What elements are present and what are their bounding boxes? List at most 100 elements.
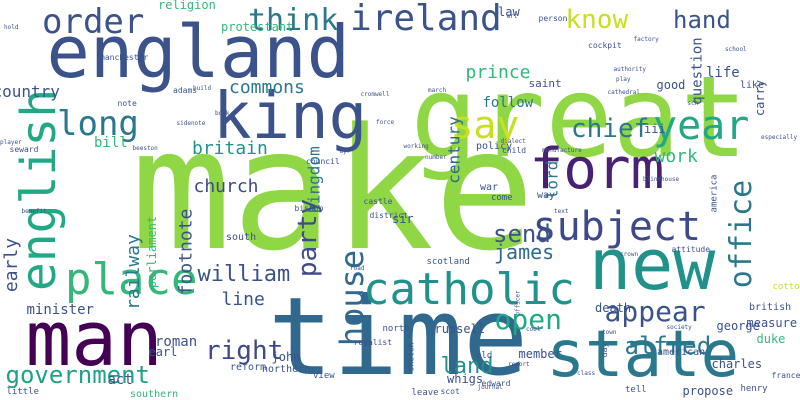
word-child: child xyxy=(502,146,527,155)
word-ayr: ayr xyxy=(339,148,351,155)
word-new: new xyxy=(589,224,716,306)
word-roman: roman xyxy=(155,334,198,350)
word-think: think xyxy=(248,3,339,38)
word-scot: scot xyxy=(440,387,460,396)
word-seward: seward xyxy=(9,145,39,154)
word-like: like xyxy=(740,80,765,91)
word-britain: britain xyxy=(192,138,268,159)
word-crown: crown xyxy=(620,251,639,258)
word-minister: minister xyxy=(26,302,94,318)
word-right: right xyxy=(205,336,284,366)
word-william: william xyxy=(197,262,291,287)
word-little: little xyxy=(6,386,40,397)
word-council: council xyxy=(306,157,340,166)
word-good: good xyxy=(656,78,686,92)
word-beeston: beeston xyxy=(132,145,158,152)
word-scotland: scotland xyxy=(426,256,470,267)
word-russell: russell xyxy=(434,322,486,336)
word-class: class xyxy=(577,370,596,377)
word-government: government xyxy=(5,361,151,389)
word-long: long xyxy=(57,104,139,144)
word-officer: officer xyxy=(514,290,522,316)
word-catholic: catholic xyxy=(363,264,575,315)
word-subject: subject xyxy=(532,204,702,250)
word-john: john xyxy=(271,350,301,364)
word-man: man xyxy=(25,294,163,383)
word-cotton: cotton xyxy=(772,281,800,292)
word-prince: prince xyxy=(465,62,531,83)
word-send: send xyxy=(493,220,551,248)
word-leave: leave xyxy=(411,387,439,398)
word-royalist: royalist xyxy=(353,338,393,347)
word-dialect: dialect xyxy=(500,138,526,145)
word-town: town xyxy=(602,329,617,336)
word-england: england xyxy=(46,10,350,94)
word-member: member xyxy=(518,347,562,361)
word-commons: commons xyxy=(229,77,305,98)
word-country: country xyxy=(0,82,60,101)
word-act: act xyxy=(107,372,133,388)
word-player: player xyxy=(0,139,22,146)
word-parliament: parliament xyxy=(145,215,160,289)
word-saint: saint xyxy=(528,76,562,90)
word-bill: bill xyxy=(94,135,128,151)
word-measure: measure xyxy=(746,316,798,330)
word-follow: follow xyxy=(482,95,534,111)
word-manufacture: manufacture xyxy=(542,147,582,154)
word-order: order xyxy=(42,2,145,42)
word-open: open xyxy=(494,303,562,336)
word-authority: authority xyxy=(613,66,647,73)
word-place: place xyxy=(65,254,198,305)
word-day: day xyxy=(600,342,610,358)
word-art: art xyxy=(506,13,518,20)
word-southern: southern xyxy=(130,389,179,400)
word-reform: reform xyxy=(230,362,267,373)
word-way: way xyxy=(537,190,556,201)
word-bishop: bishop xyxy=(294,204,324,213)
word-james: james xyxy=(494,240,555,264)
word-south: south xyxy=(226,232,257,243)
word-george: george xyxy=(716,319,760,333)
word-religion: religion xyxy=(158,0,216,12)
word-district: district xyxy=(369,211,409,220)
word-work: work xyxy=(654,146,698,167)
word-text: text xyxy=(554,208,569,215)
word-whigs: whigs xyxy=(447,372,484,386)
word-charles: charles xyxy=(711,357,763,371)
word-cool: cool xyxy=(526,326,541,333)
word-school: school xyxy=(725,46,747,53)
word-france: france xyxy=(771,371,800,380)
word-northern: northern xyxy=(262,364,311,375)
word-build: build xyxy=(193,85,212,92)
word-castle: castle xyxy=(363,197,393,206)
word-adams: adams xyxy=(173,86,198,95)
word-sidenote: sidenote xyxy=(176,120,206,127)
word-attitude: attitude xyxy=(671,245,711,254)
word-year: year xyxy=(653,103,750,149)
word-time: time xyxy=(268,275,529,400)
word-appear: appear xyxy=(604,295,706,328)
word-question: question xyxy=(689,37,706,105)
word-office: office xyxy=(724,179,760,289)
word-early: early xyxy=(1,237,23,293)
word-henry: henry xyxy=(740,383,768,394)
word-british: british xyxy=(749,302,792,313)
word-land: land xyxy=(440,354,494,379)
word-iii: iii xyxy=(644,122,666,136)
word-edward: edward xyxy=(481,379,511,388)
word-earl: earl xyxy=(148,345,178,359)
word-century: century xyxy=(444,116,464,184)
word-state: state xyxy=(546,318,740,392)
word-railway: railway xyxy=(122,234,144,310)
word-manchester: manchester xyxy=(100,53,149,62)
word-tell: tell xyxy=(625,384,647,395)
word-benefit: benefit xyxy=(21,208,47,215)
word-great: great xyxy=(410,53,748,183)
word-especially: especially xyxy=(761,134,798,141)
word-propose: propose xyxy=(682,384,734,398)
word-number: number xyxy=(425,154,447,161)
word-society: society xyxy=(666,324,692,331)
word-cockpit: cockpit xyxy=(588,41,622,50)
word-make: make xyxy=(130,92,536,288)
